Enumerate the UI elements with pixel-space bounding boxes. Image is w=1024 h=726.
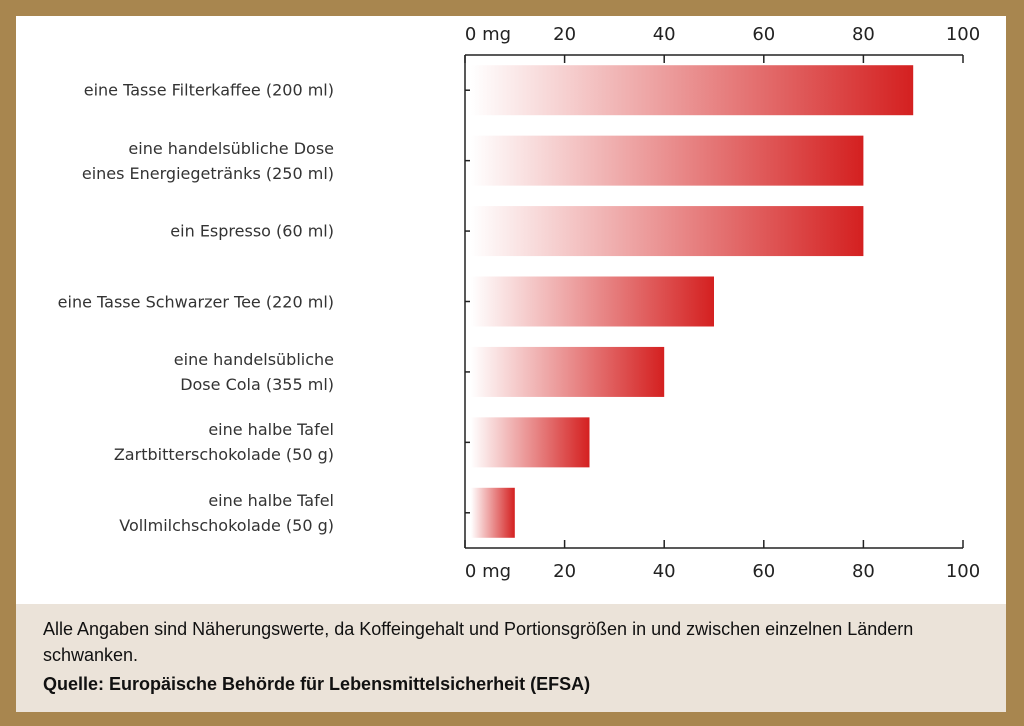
bar bbox=[471, 65, 914, 116]
bar bbox=[471, 206, 864, 257]
x-tick-label: 40 bbox=[653, 24, 676, 45]
x-tick-label: 20 bbox=[553, 24, 576, 45]
x-tick-label: 0 mg bbox=[465, 24, 511, 45]
category-label: ein Espresso (60 ml) bbox=[170, 221, 334, 241]
footer: Alle Angaben sind Näherungswerte, da Kof… bbox=[16, 604, 1006, 712]
x-tick-label: 80 bbox=[852, 24, 875, 45]
x-tick-label: 60 bbox=[752, 561, 775, 582]
source: Quelle: Europäische Behörde für Lebensmi… bbox=[43, 674, 591, 694]
bar bbox=[471, 487, 515, 538]
category-label: eine handelsübliche Dose eines Energiege… bbox=[81, 138, 334, 183]
category-label: eine handelsübliche Dose Cola (355 ml) bbox=[173, 349, 334, 394]
x-tick-label: 100 bbox=[946, 561, 980, 582]
note: Alle Angaben sind Näherungswerte, da Kof… bbox=[43, 619, 914, 665]
bar bbox=[471, 135, 864, 186]
x-tick-label: 20 bbox=[553, 561, 576, 582]
category-label: eine halbe Tafel Zartbitterschokolade (5… bbox=[113, 420, 334, 465]
category-label: eine Tasse Filterkaffee (200 ml) bbox=[83, 80, 334, 100]
bar bbox=[471, 276, 714, 327]
category-label: eine Tasse Schwarzer Tee (220 ml) bbox=[57, 292, 334, 311]
category-label: eine halbe Tafel Vollmilchschokolade (50… bbox=[119, 490, 334, 535]
x-tick-label: 100 bbox=[946, 24, 980, 45]
x-tick-label: 80 bbox=[852, 561, 875, 582]
bar bbox=[471, 417, 590, 468]
bar bbox=[471, 346, 665, 397]
x-tick-label: 60 bbox=[752, 24, 775, 45]
x-tick-label: 40 bbox=[653, 561, 676, 582]
x-tick-label: 0 mg bbox=[465, 561, 511, 582]
